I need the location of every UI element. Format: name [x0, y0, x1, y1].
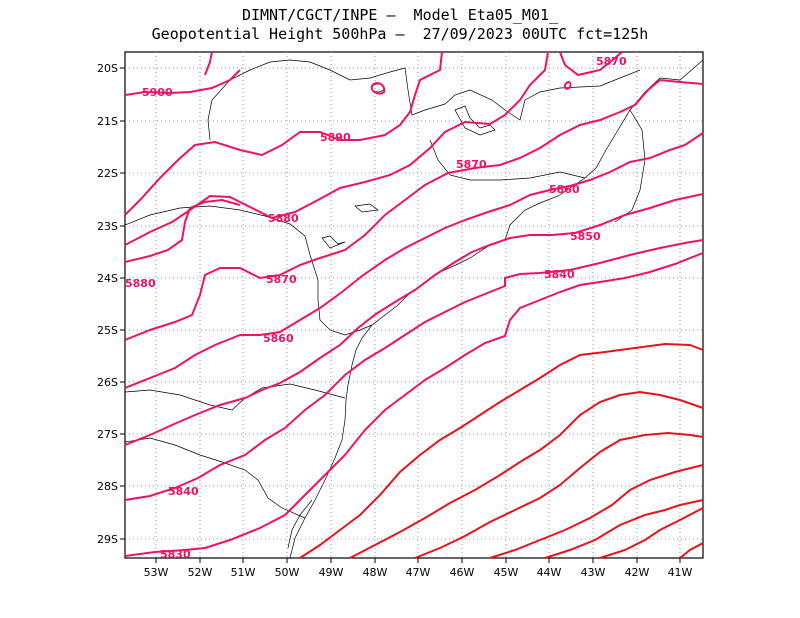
lake	[321, 235, 346, 249]
contour-label: 5880	[125, 277, 156, 290]
x-tick-label: 43W	[581, 566, 606, 579]
x-tick-label: 49W	[319, 566, 344, 579]
contour-label: 5870	[596, 55, 627, 68]
y-tick-label: 20S	[97, 62, 118, 75]
y-tick-label: 25S	[97, 324, 118, 337]
contour-5850	[124, 193, 704, 446]
state-border	[287, 499, 313, 549]
contour-5860	[124, 132, 704, 389]
contour-5870-west	[124, 198, 241, 263]
state-border	[519, 69, 641, 121]
lake	[354, 203, 379, 213]
title-line-2: Geopotential Height 500hPa — 27/09/2023 …	[151, 25, 649, 43]
contour-5880-loop	[370, 82, 386, 95]
contour-label: 5860	[549, 183, 580, 196]
contour-label: 5830	[160, 548, 191, 561]
y-tick-label: 29S	[97, 533, 118, 546]
y-tick-label: 21S	[97, 115, 118, 128]
x-tick-label: 50W	[275, 566, 300, 579]
contour-5830	[124, 252, 704, 557]
contour-label: 5890	[320, 131, 351, 144]
contour-5760	[679, 542, 704, 559]
contour-5870-mid	[124, 78, 704, 341]
contour-5820	[299, 342, 704, 559]
y-axis-labels: 20S 21S 22S 23S 24S 25S 26S 27S 28S 29S	[97, 62, 118, 546]
y-tick-label: 26S	[97, 376, 118, 389]
contour-5870-small	[563, 81, 572, 90]
state-border	[124, 437, 306, 519]
contour-5770	[599, 507, 704, 559]
x-tick-label: 52W	[188, 566, 213, 579]
contour-5780	[544, 499, 704, 559]
contour-5880	[124, 51, 549, 246]
state-border	[124, 383, 346, 411]
x-tick-label: 53W	[144, 566, 169, 579]
contour-label: 5850	[570, 230, 601, 243]
x-tick-label: 42W	[625, 566, 650, 579]
contour-label: 5900	[142, 86, 173, 99]
state-border	[207, 59, 406, 141]
y-tick-label: 24S	[97, 272, 118, 285]
contour-label: 5870	[456, 158, 487, 171]
plot-frame	[124, 51, 704, 559]
x-tick-label: 45W	[494, 566, 519, 579]
y-tick-label: 22S	[97, 167, 118, 180]
map-borders	[124, 59, 704, 559]
y-tick-label: 23S	[97, 220, 118, 233]
contour-label: 5860	[263, 332, 294, 345]
contour-5800	[414, 431, 704, 559]
contour-labels: 5900 5890 5880 5870 5860 5850 5840 5830 …	[125, 55, 627, 561]
contour-label: 5880	[268, 212, 299, 225]
y-tick-label: 28S	[97, 480, 118, 493]
state-border	[124, 205, 319, 300]
state-border	[404, 67, 521, 121]
grid	[125, 52, 703, 558]
x-tick-label: 41W	[668, 566, 693, 579]
contour-5900-west	[124, 69, 241, 96]
x-tick-label: 51W	[231, 566, 256, 579]
contour-5810	[349, 390, 704, 559]
contour-5790	[489, 464, 704, 559]
contours	[124, 51, 704, 559]
x-tick-label: 46W	[450, 566, 475, 579]
contour-label: 5840	[544, 268, 575, 281]
coastline	[289, 59, 704, 559]
contour-5900-top	[204, 51, 213, 76]
title-line-1: DIMNT/CGCT/INPE — Model Eta05_M01_	[241, 6, 559, 24]
x-axis-labels: 53W 52W 51W 50W 49W 48W 47W 46W 45W 44W …	[144, 566, 693, 579]
contour-5840	[124, 239, 704, 501]
x-tick-label: 48W	[363, 566, 388, 579]
x-tick-label: 47W	[406, 566, 431, 579]
state-border	[614, 109, 646, 223]
contour-label: 5840	[168, 485, 199, 498]
contour-5870-top	[559, 51, 623, 77]
state-border	[317, 299, 373, 336]
x-tick-label: 44W	[537, 566, 562, 579]
state-border	[429, 139, 586, 181]
contour-label: 5870	[266, 273, 297, 286]
y-tick-label: 27S	[97, 428, 118, 441]
ticks	[120, 67, 681, 563]
contour-5890	[124, 51, 443, 216]
